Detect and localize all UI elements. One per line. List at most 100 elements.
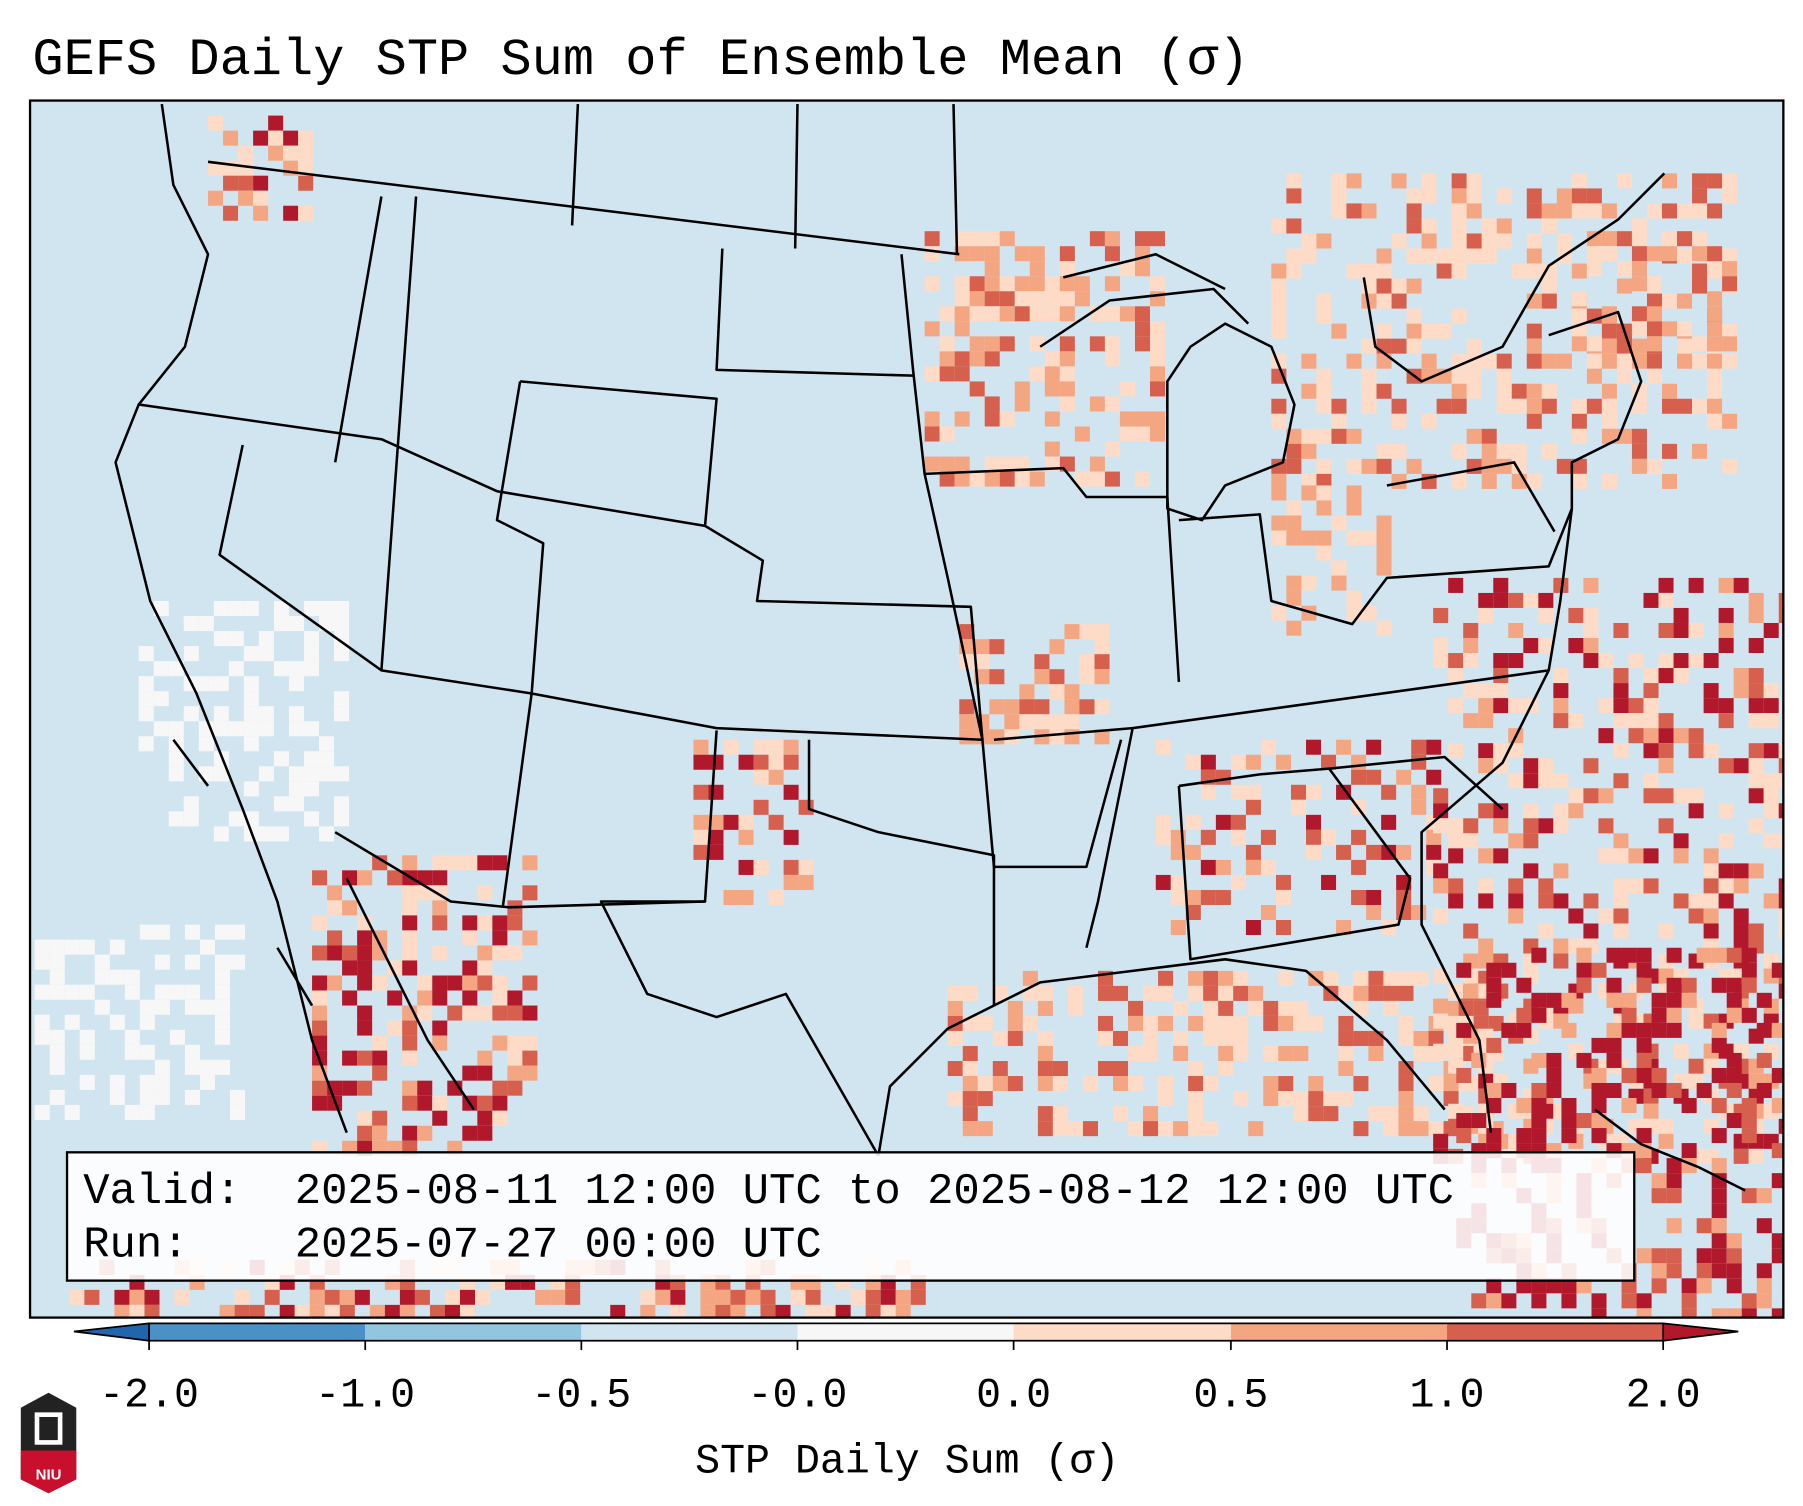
grid-cell	[1613, 713, 1629, 729]
grid-cell	[264, 1289, 280, 1305]
grid-cell	[1748, 923, 1764, 939]
grid-cell	[1571, 188, 1587, 204]
grid-cell	[1481, 473, 1497, 489]
grid-cell	[1074, 276, 1090, 292]
grid-cell	[1546, 1052, 1562, 1068]
grid-cell	[1200, 784, 1216, 800]
grid-cell	[258, 766, 274, 782]
grid-cell	[288, 706, 304, 722]
grid-cell	[1771, 962, 1784, 978]
grid-cell	[1666, 1158, 1682, 1174]
grid-cell	[49, 1059, 65, 1075]
grid-cell	[1677, 248, 1693, 264]
grid-cell	[153, 601, 169, 617]
grid-cell	[1526, 323, 1542, 339]
grid-cell	[238, 175, 254, 191]
grid-cell	[522, 975, 538, 991]
colorbar-tick-label: -1.0	[315, 1373, 415, 1420]
grid-cell	[939, 351, 955, 367]
grid-cell	[1448, 577, 1464, 593]
grid-cell	[1383, 985, 1399, 1001]
grid-cell	[1718, 833, 1734, 849]
grid-cell	[1233, 1030, 1249, 1046]
grid-cell	[1681, 992, 1697, 1008]
grid-cell	[1323, 1091, 1339, 1107]
grid-cell	[1014, 381, 1030, 397]
grid-cell	[1496, 443, 1512, 459]
grid-cell	[1301, 248, 1317, 264]
grid-cell	[738, 859, 754, 875]
grid-cell	[1286, 443, 1302, 459]
grid-cell	[939, 456, 955, 472]
grid-cell	[475, 1289, 491, 1305]
grid-cell	[184, 1044, 200, 1060]
grid-cell	[243, 646, 259, 662]
grid-cell	[253, 205, 269, 221]
grid-cell	[1711, 1158, 1727, 1174]
grid-cell	[507, 915, 523, 931]
grid-cell	[1230, 784, 1246, 800]
grid-cell	[129, 1304, 145, 1318]
grid-cell	[1631, 428, 1647, 444]
grid-cell	[49, 1044, 65, 1060]
grid-cell	[1688, 653, 1704, 669]
grid-cell	[1661, 293, 1678, 309]
grid-cell	[312, 975, 328, 991]
grid-cell	[1718, 803, 1734, 819]
grid-cell	[312, 945, 328, 961]
grid-cell	[334, 796, 350, 812]
grid-cell	[1711, 1037, 1727, 1053]
grid-cell	[1019, 699, 1035, 715]
grid-cell	[1553, 577, 1569, 593]
grid-cell	[327, 885, 343, 901]
grid-cell	[1703, 743, 1719, 759]
grid-cell	[339, 1304, 355, 1318]
grid-cell	[1119, 381, 1135, 397]
grid-cell	[939, 306, 955, 322]
grid-cell	[1336, 784, 1352, 800]
grid-cell	[1733, 923, 1749, 939]
grid-cell	[1658, 758, 1674, 774]
grid-cell	[268, 145, 284, 161]
grid-cell	[1433, 607, 1449, 623]
grid-cell	[1778, 833, 1784, 849]
grid-cell	[1067, 985, 1083, 1001]
grid-cell	[507, 1035, 523, 1051]
grid-cell	[1658, 713, 1674, 729]
grid-cell	[1538, 607, 1554, 623]
grid-cell	[214, 999, 230, 1015]
grid-cell	[1628, 698, 1644, 714]
grid-cell	[1508, 698, 1524, 714]
grid-cell	[1170, 920, 1186, 936]
grid-cell	[1301, 383, 1317, 399]
grid-cell	[1606, 1082, 1622, 1098]
grid-cell	[447, 855, 463, 871]
grid-cell	[168, 661, 184, 677]
grid-cell	[303, 811, 319, 827]
grid-cell	[1014, 456, 1030, 472]
grid-cell	[1703, 683, 1719, 699]
grid-cell	[1666, 1022, 1682, 1038]
grid-cell	[477, 855, 493, 871]
grid-cell	[1203, 1030, 1219, 1046]
grid-cell	[1368, 1106, 1384, 1122]
grid-cell	[1601, 338, 1617, 354]
grid-cell	[1029, 276, 1045, 292]
grid-cell	[1094, 699, 1110, 715]
grid-cell	[1658, 592, 1674, 608]
grid-cell	[783, 874, 799, 890]
grid-cell	[1316, 293, 1332, 309]
grid-cell	[1323, 970, 1339, 986]
grid-cell	[1361, 263, 1377, 279]
grid-cell	[1451, 398, 1467, 414]
grid-cell	[522, 855, 538, 871]
grid-cell	[283, 145, 299, 161]
grid-cell	[999, 231, 1015, 247]
grid-cell	[984, 246, 1000, 262]
grid-cell	[1711, 1067, 1727, 1083]
grid-cell	[1493, 743, 1509, 759]
grid-cell	[1718, 577, 1734, 593]
grid-cell	[1681, 1308, 1697, 1318]
grid-cell	[1059, 261, 1075, 277]
